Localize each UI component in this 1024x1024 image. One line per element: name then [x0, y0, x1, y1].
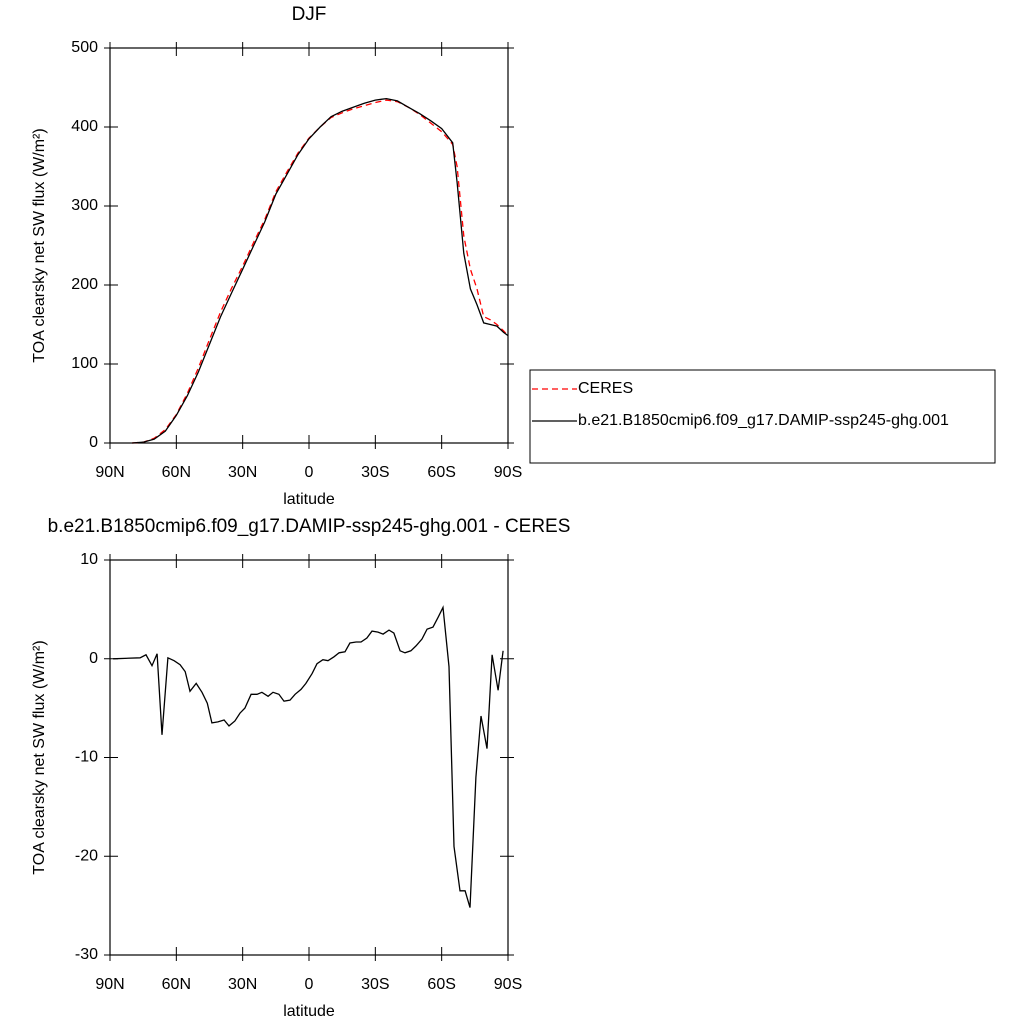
x-axis-label: latitude — [283, 1003, 335, 1020]
y-tick-label: 10 — [80, 551, 98, 568]
data-line — [113, 605, 504, 908]
y-tick-label: -10 — [75, 749, 98, 766]
x-tick-label: 30N — [228, 464, 257, 481]
y-axis-label: TOA clearsky net SW flux (W/m²) — [31, 640, 48, 874]
x-tick-label: 60S — [427, 976, 455, 993]
y-tick-label: 0 — [89, 434, 98, 451]
plot-frame — [109, 47, 509, 444]
x-tick-label: 30N — [228, 976, 257, 993]
chart-title: DJF — [292, 4, 327, 25]
y-tick-label: -20 — [75, 847, 98, 864]
x-tick-label: 60N — [162, 464, 191, 481]
x-tick-label: 90N — [95, 976, 124, 993]
y-tick-label: -30 — [75, 946, 98, 963]
x-tick-label: 90S — [494, 976, 522, 993]
x-tick-label: 60N — [162, 976, 191, 993]
x-axis-label: latitude — [283, 491, 335, 508]
y-tick-label: 500 — [71, 39, 98, 56]
y-tick-label: 300 — [71, 197, 98, 214]
chart-title: b.e21.B1850cmip6.f09_g17.DAMIP-ssp245-gh… — [48, 516, 571, 537]
y-tick-label: 400 — [71, 118, 98, 135]
x-tick-label: 0 — [305, 464, 314, 481]
legend-label: CERES — [578, 380, 633, 397]
x-tick-label: 90S — [494, 464, 522, 481]
y-axis-label: TOA clearsky net SW flux (W/m²) — [31, 128, 48, 362]
legend-box — [529, 369, 996, 464]
legend-label: b.e21.B1850cmip6.f09_g17.DAMIP-ssp245-gh… — [578, 412, 949, 429]
y-tick-label: 200 — [71, 276, 98, 293]
plot-frame — [109, 559, 509, 956]
x-tick-label: 90N — [95, 464, 124, 481]
data-line — [132, 97, 509, 444]
x-tick-label: 30S — [361, 976, 389, 993]
x-tick-label: 30S — [361, 464, 389, 481]
x-tick-label: 0 — [305, 976, 314, 993]
x-tick-label: 60S — [427, 464, 455, 481]
y-tick-label: 100 — [71, 355, 98, 372]
y-tick-label: 0 — [89, 650, 98, 667]
data-line — [132, 99, 509, 444]
